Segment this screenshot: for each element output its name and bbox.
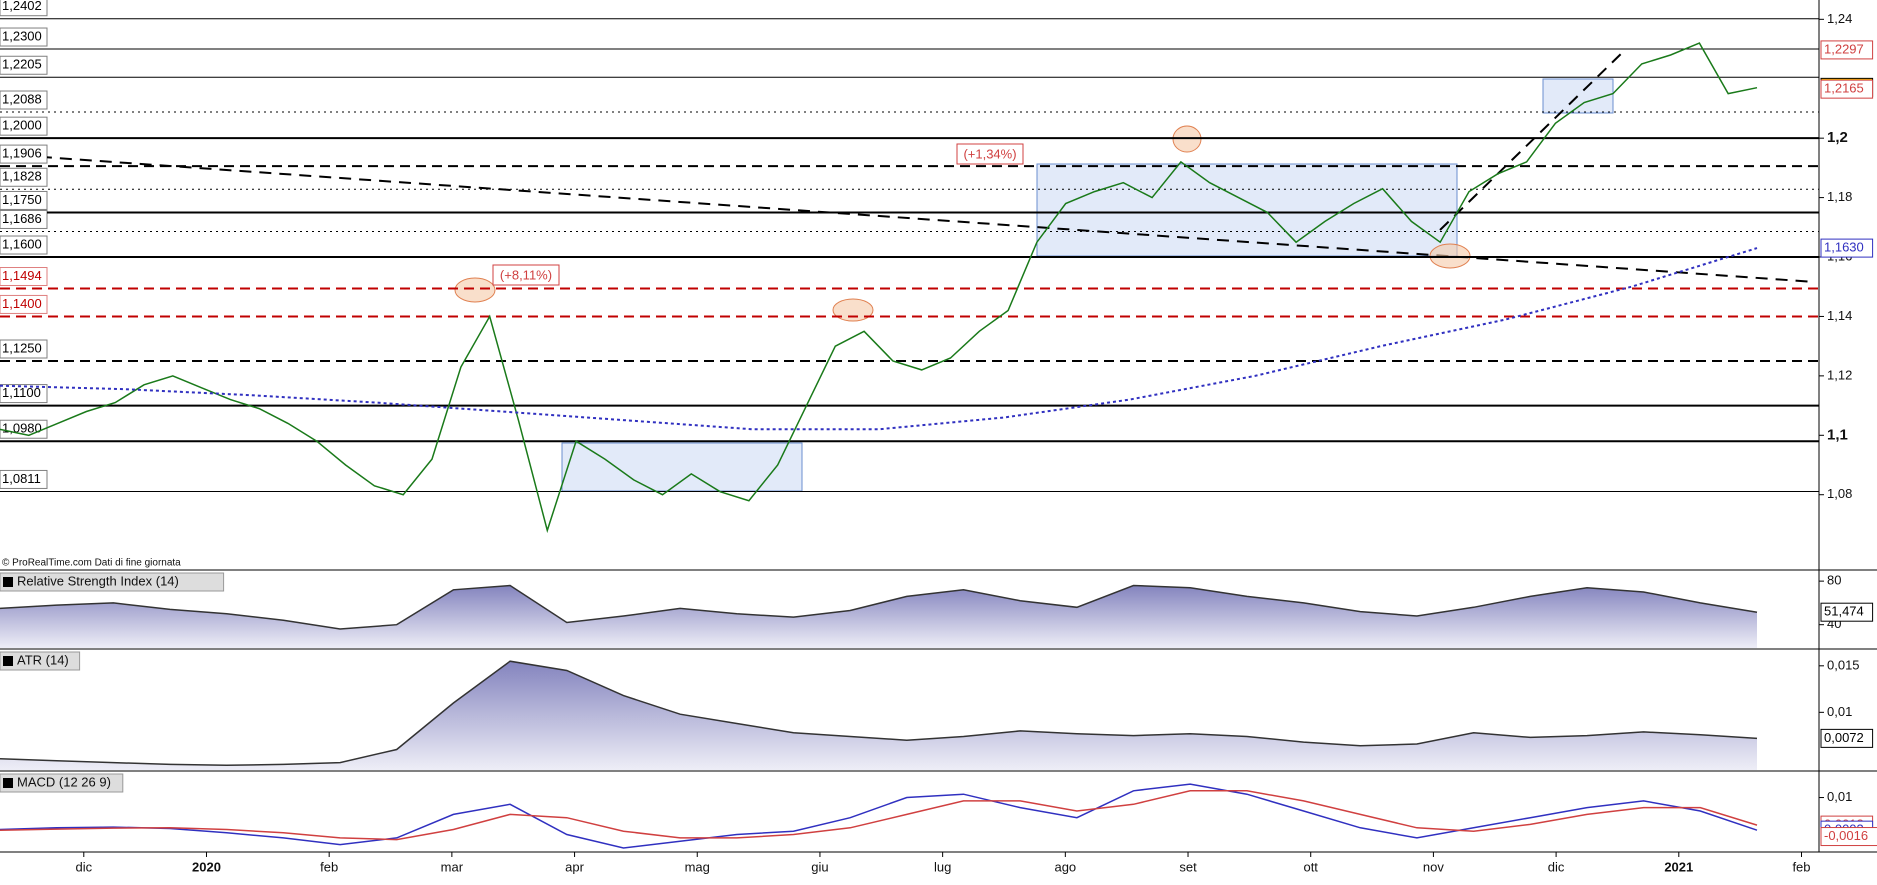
level-label-box: [0, 267, 48, 287]
source: © ProRealTime.com Dati di fine giornata: [2, 558, 181, 569]
panel-title: Relative Strength Index (14): [17, 573, 179, 588]
level-label: 1,1250: [2, 340, 42, 355]
y-tick-label: 1,1: [1827, 426, 1848, 443]
x-tick-label: 2020: [192, 859, 221, 874]
level-label-box: [0, 384, 48, 404]
value-marker-label: 0,0072: [1824, 730, 1864, 745]
level-label: 1,1400: [2, 296, 42, 311]
series-line: [0, 584, 1758, 630]
level-label: 1,2402: [2, 0, 42, 13]
value-marker-label: 1,2297: [1824, 41, 1864, 56]
highlight: [832, 298, 874, 322]
x-tick-label: giu: [811, 859, 828, 874]
level-label-box: [0, 209, 48, 229]
x-tick-label: lug: [934, 859, 951, 874]
value-marker: [1820, 602, 1874, 622]
level-label-box: [0, 116, 48, 136]
range-box: [561, 442, 803, 492]
x-tick-label: dic: [1548, 859, 1565, 874]
panel-title: ATR (14): [17, 652, 69, 667]
x-tick-label: nov: [1423, 859, 1444, 874]
series-line: [0, 247, 1758, 431]
highlight: [1429, 243, 1471, 269]
y-tick-label: 1,18: [1827, 189, 1852, 204]
level-label-box: [0, 0, 48, 17]
level-label: 1,1906: [2, 146, 42, 161]
x-tick-label: ott: [1303, 859, 1318, 874]
level-label-box: [0, 90, 48, 110]
y-tick-label: 1,2: [1827, 129, 1848, 146]
value-marker-label: -0,0016: [1824, 828, 1868, 843]
annotation-box: [492, 264, 560, 286]
annotation-box: [956, 143, 1024, 165]
level-label: 1,0811: [2, 471, 41, 486]
level-label: 1,2300: [2, 28, 42, 43]
y-tick-label: 1,12: [1827, 367, 1852, 382]
level-label: 1,1686: [2, 211, 42, 226]
level-label-box: [0, 339, 48, 359]
level-label-box: [0, 294, 48, 314]
panel-icon: [3, 577, 13, 587]
level-label: 1,2205: [2, 57, 42, 72]
level-label-box: [0, 469, 48, 489]
y-tick-label: 1,08: [1827, 486, 1852, 501]
highlight: [454, 277, 496, 303]
value-marker: [1820, 79, 1874, 99]
panel-icon: [3, 656, 13, 666]
level-label: 1,1494: [2, 268, 42, 283]
y-tick-label: 1,24: [1827, 11, 1852, 26]
level-label-box: [0, 167, 48, 187]
value-marker-label: 1,2165: [1824, 81, 1864, 96]
level-label: 1,1828: [2, 169, 42, 184]
y-tick-label: 0,015: [1827, 657, 1860, 672]
value-marker: [1820, 238, 1874, 258]
annotation: (+8,11%): [500, 267, 552, 282]
panel-title-box: [0, 572, 225, 592]
series-line: [0, 783, 1758, 849]
x-tick-label: mar: [441, 859, 464, 874]
x-tick-label: ago: [1054, 859, 1076, 874]
level-label: 1,2000: [2, 118, 42, 133]
panel-title: MACD (12 26 9): [17, 774, 111, 789]
value-marker: [1820, 40, 1874, 60]
series-line: [0, 660, 1758, 767]
area: [0, 661, 1757, 770]
level-label-box: [0, 55, 48, 75]
annotation: (+1,34%): [963, 146, 1016, 161]
y-tick-label: 80: [1827, 573, 1841, 588]
x-tick-label: set: [1179, 859, 1197, 874]
x-tick-label: apr: [565, 859, 584, 874]
panel-title-box: [0, 651, 81, 671]
trend-line: [1439, 49, 1626, 231]
level-label-box: [0, 190, 48, 210]
y-tick-label: 0,01: [1827, 704, 1852, 719]
level-label-box: [0, 144, 48, 164]
trend-line: [0, 153, 1816, 283]
level-label: 1,1750: [2, 192, 42, 207]
value-marker: [1820, 728, 1874, 748]
panel-title-box: [0, 773, 124, 793]
y-tick-label: 0,01: [1827, 789, 1852, 804]
y-tick-label: 1,14: [1827, 308, 1852, 323]
range-box: [1036, 163, 1458, 257]
x-tick-label: mag: [685, 859, 710, 874]
level-label: 1,1600: [2, 236, 42, 251]
level-label: 1,2088: [2, 91, 42, 106]
value-marker: [1820, 827, 1877, 847]
x-tick-label: feb: [1792, 859, 1810, 874]
x-tick-label: feb: [320, 859, 338, 874]
value-marker-label: 1,1630: [1824, 240, 1864, 255]
series-line: [0, 790, 1758, 841]
panel-icon: [3, 778, 13, 788]
level-label: 1,1100: [2, 385, 41, 400]
value-marker-label: 51,474: [1824, 604, 1864, 619]
x-tick-label: 2021: [1664, 859, 1693, 874]
level-label-box: [0, 27, 48, 47]
x-tick-label: dic: [75, 859, 92, 874]
level-label-box: [0, 419, 48, 439]
area: [0, 585, 1757, 648]
series-line: [0, 42, 1758, 534]
level-label-box: [0, 235, 48, 255]
